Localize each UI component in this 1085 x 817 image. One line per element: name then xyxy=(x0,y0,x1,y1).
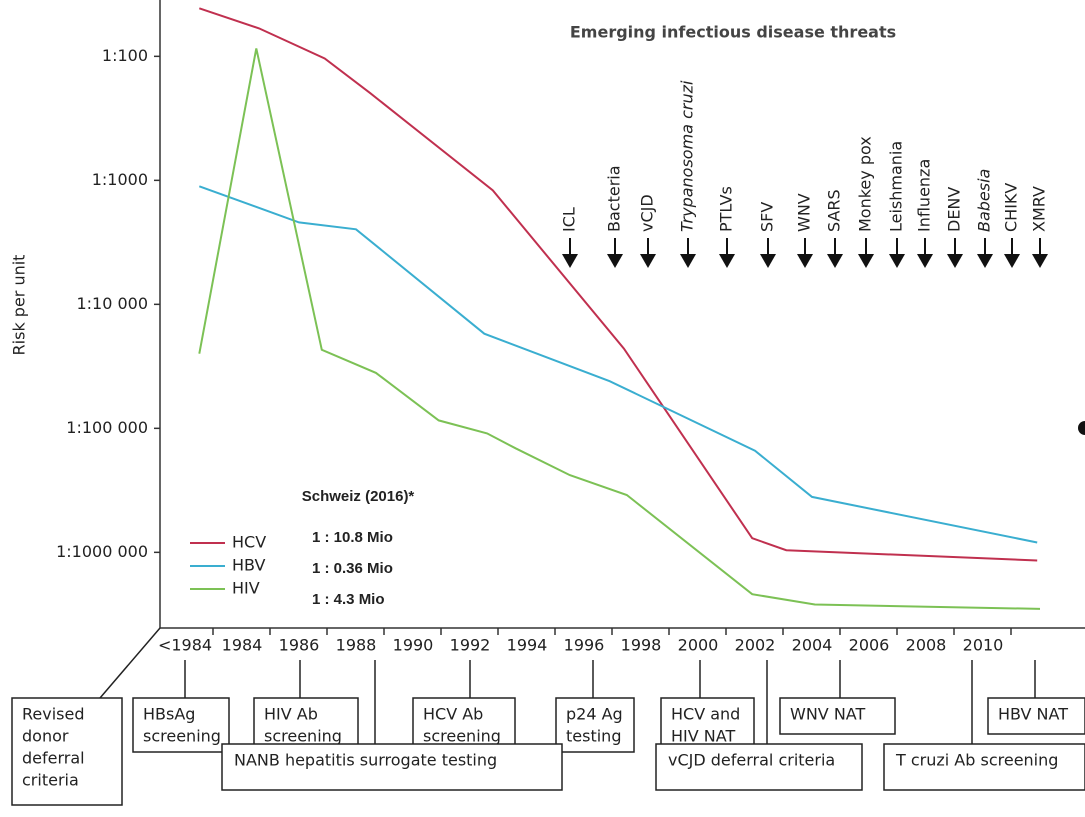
legend-label: HCV xyxy=(232,533,266,552)
y-tick-label: 1:100 xyxy=(102,46,148,65)
box xyxy=(221,743,563,791)
arrow-head xyxy=(917,254,933,268)
threat-label: Influenza xyxy=(915,159,934,232)
arrow-head xyxy=(827,254,843,268)
x-tick-label: 2008 xyxy=(906,636,947,655)
y-axis-label: Risk per unit xyxy=(10,255,29,356)
box-text: donor xyxy=(22,727,69,746)
arrow-head xyxy=(562,254,578,268)
series-line xyxy=(198,7,1038,562)
threat-label: PTLVs xyxy=(717,186,736,232)
x-tick-label: 1986 xyxy=(279,636,320,655)
box-text: p24 Ag xyxy=(566,705,623,724)
box xyxy=(660,697,755,753)
box-text: criteria xyxy=(22,771,79,790)
arrow-head xyxy=(1032,254,1048,268)
series-line xyxy=(198,48,1041,610)
threat-label: SARS xyxy=(825,189,844,232)
x-tick-label: 1996 xyxy=(564,636,605,655)
threat-label: WNV xyxy=(795,193,814,232)
arrow-head xyxy=(680,254,696,268)
box-text: Revised xyxy=(22,705,85,724)
note: 1 : 4.3 Mio xyxy=(312,591,385,608)
note: 1 : 0.36 Mio xyxy=(312,560,393,577)
arrow-head xyxy=(977,254,993,268)
box-text: HBsAg xyxy=(143,705,195,724)
y-tick-label: 1:1000 000 xyxy=(56,542,148,561)
arrow-head xyxy=(889,254,905,268)
box xyxy=(412,697,516,753)
dot xyxy=(1078,421,1085,435)
box-text: screening xyxy=(423,727,501,746)
x-tick-label: 2010 xyxy=(963,636,1004,655)
x-tick-label: 1988 xyxy=(336,636,377,655)
box-text: HIV Ab xyxy=(264,705,318,724)
box-text: WNV NAT xyxy=(790,705,865,724)
arrow-head xyxy=(858,254,874,268)
box-text: NANB hepatitis surrogate testing xyxy=(234,751,497,770)
x-tick-label: 1984 xyxy=(222,636,263,655)
box xyxy=(555,697,635,753)
x-tick-label: 1998 xyxy=(621,636,662,655)
box-text: deferral xyxy=(22,749,85,768)
threat-label: Monkey pox xyxy=(856,136,875,232)
annotation: Emerging infectious disease threats xyxy=(570,23,896,42)
threat-label: XMRV xyxy=(1030,186,1049,232)
note-title: Schweiz (2016)* xyxy=(302,488,415,505)
arrow-head xyxy=(607,254,623,268)
box xyxy=(11,697,123,806)
x-tick-label: 1994 xyxy=(507,636,548,655)
threat-label: CHIKV xyxy=(1002,183,1021,232)
note: 1 : 10.8 Mio xyxy=(312,529,393,546)
threat-label: Babesia xyxy=(975,169,994,232)
series-line xyxy=(198,185,1038,544)
box xyxy=(132,697,230,753)
legend-label: HBV xyxy=(232,556,266,575)
box xyxy=(253,697,359,753)
y-tick-label: 1:10 000 xyxy=(76,294,148,313)
x-tick-label: 2006 xyxy=(849,636,890,655)
x-tick-label: 2002 xyxy=(735,636,776,655)
connector xyxy=(99,627,161,699)
threat-label: Bacteria xyxy=(605,165,624,232)
box-text: screening xyxy=(264,727,342,746)
box xyxy=(779,697,896,735)
box xyxy=(987,697,1085,735)
box-text: testing xyxy=(566,727,621,746)
x-tick-label: 2004 xyxy=(792,636,833,655)
arrow-head xyxy=(760,254,776,268)
box-text: HIV NAT xyxy=(671,727,735,746)
threat-label: DENV xyxy=(945,187,964,232)
box-text: HBV NAT xyxy=(998,705,1068,724)
threat-label: Trypanosoma cruzi xyxy=(678,80,697,232)
box xyxy=(883,743,1085,791)
x-tick-label: 1990 xyxy=(393,636,434,655)
x-tick-label: 1992 xyxy=(450,636,491,655)
legend-label: HIV xyxy=(232,579,260,598)
x-tick-label: <1984 xyxy=(158,636,212,655)
box-text: T cruzi Ab screening xyxy=(895,751,1058,770)
arrow-head xyxy=(719,254,735,268)
arrow-head xyxy=(1004,254,1020,268)
arrow-head xyxy=(797,254,813,268)
threat-label: ICL xyxy=(560,207,579,232)
x-tick-label: 2000 xyxy=(678,636,719,655)
arrow-head xyxy=(640,254,656,268)
box xyxy=(655,743,863,791)
box-text: screening xyxy=(143,727,221,746)
box-text: HCV Ab xyxy=(423,705,483,724)
box-text: vCJD deferral criteria xyxy=(668,751,835,770)
threat-label: Leishmania xyxy=(887,141,906,232)
box-text: HCV and xyxy=(671,705,740,724)
y-tick-label: 1:1000 xyxy=(92,170,148,189)
threat-label: SFV xyxy=(758,202,777,232)
threat-label: vCJD xyxy=(638,194,657,232)
y-tick-label: 1:100 000 xyxy=(66,418,148,437)
arrow-head xyxy=(947,254,963,268)
